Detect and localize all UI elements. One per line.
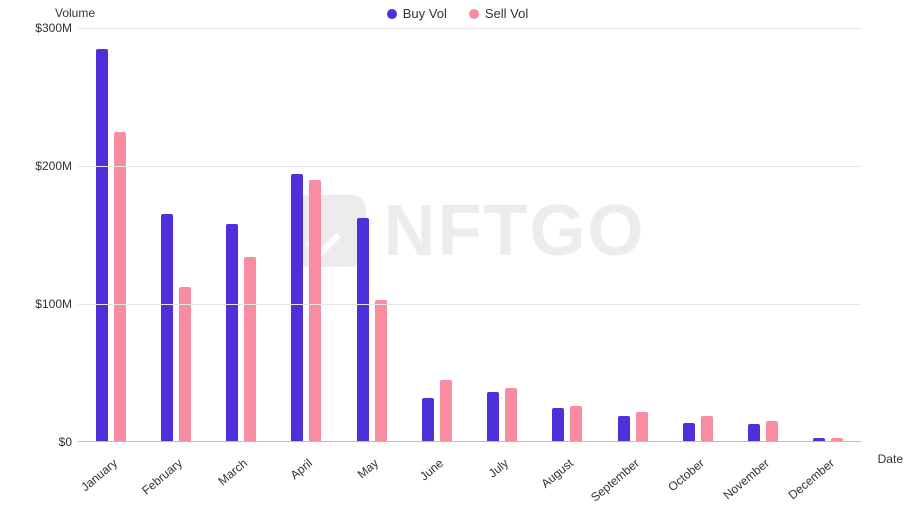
bar-sell: [505, 388, 517, 442]
legend-item-sell: Sell Vol: [469, 6, 528, 21]
volume-chart: Volume Date Buy Vol Sell Vol NFTGO $0$10…: [0, 0, 915, 510]
x-tick-label: September: [588, 456, 642, 504]
bar-buy: [226, 224, 238, 442]
x-tick-label: January: [78, 456, 120, 494]
bar-buy: [422, 398, 434, 442]
bar-buy: [683, 423, 695, 442]
bar-buy: [291, 174, 303, 442]
plot-area: NFTGO $0$100M$200M$300MJanuaryFebruaryMa…: [78, 28, 861, 442]
legend: Buy Vol Sell Vol: [0, 6, 915, 21]
legend-label-sell: Sell Vol: [485, 6, 528, 21]
x-tick-label: June: [417, 456, 446, 483]
bar-sell: [701, 416, 713, 442]
legend-item-buy: Buy Vol: [387, 6, 447, 21]
bars-layer: [78, 28, 861, 442]
bar-sell: [114, 132, 126, 443]
bar-sell: [570, 406, 582, 442]
x-tick-label: March: [216, 456, 251, 488]
bar-sell: [179, 287, 191, 442]
x-tick-label: November: [721, 456, 772, 502]
y-tick-label: $100M: [22, 297, 72, 311]
x-axis-title: Date: [878, 452, 903, 466]
x-tick-label: April: [288, 456, 315, 482]
legend-swatch-buy: [387, 9, 397, 19]
bar-buy: [618, 416, 630, 442]
x-tick-label: December: [786, 456, 837, 502]
bar-sell: [309, 180, 321, 442]
y-tick-label: $300M: [22, 21, 72, 35]
bar-sell: [636, 412, 648, 442]
bar-buy: [161, 214, 173, 442]
legend-label-buy: Buy Vol: [403, 6, 447, 21]
y-tick-label: $0: [22, 435, 72, 449]
bar-buy: [487, 392, 499, 442]
bar-buy: [96, 49, 108, 442]
baseline: [78, 441, 861, 442]
x-tick-label: August: [539, 456, 577, 491]
x-tick-label: July: [486, 456, 511, 480]
bar-buy: [552, 408, 564, 443]
bar-sell: [766, 421, 778, 442]
x-tick-label: October: [665, 456, 707, 494]
x-tick-label: May: [354, 456, 380, 481]
bar-sell: [244, 257, 256, 442]
gridline: [78, 28, 861, 29]
gridline: [78, 304, 861, 305]
bar-sell: [440, 380, 452, 442]
x-tick-label: February: [139, 456, 185, 498]
gridline: [78, 166, 861, 167]
bar-buy: [748, 424, 760, 442]
legend-swatch-sell: [469, 9, 479, 19]
bar-buy: [357, 218, 369, 442]
y-tick-label: $200M: [22, 159, 72, 173]
bar-sell: [375, 300, 387, 442]
